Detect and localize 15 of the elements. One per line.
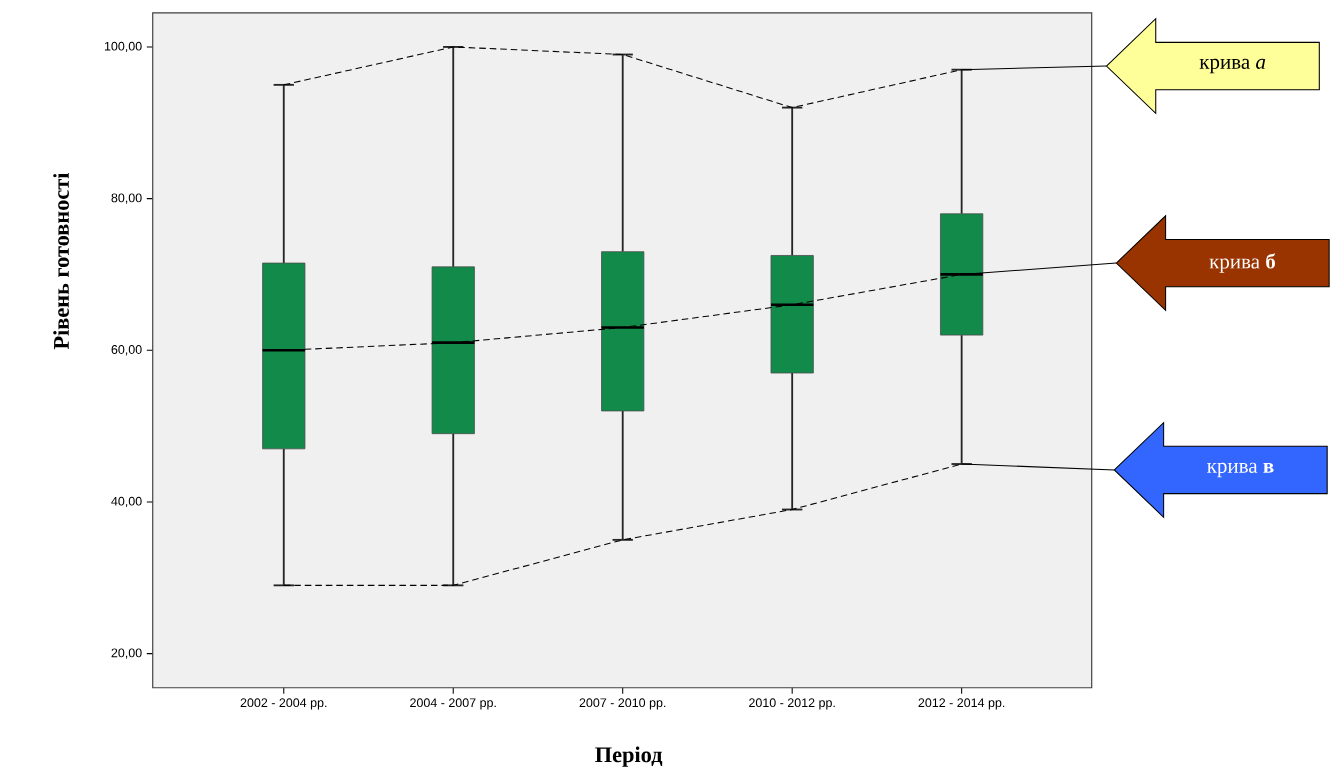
y-tick-label: 20,00 [111,648,142,659]
y-tick-label: 40,00 [111,496,142,507]
x-tick-label: 2010 - 2012 рр. [749,698,835,710]
x-tick-label: 2004 - 2007 рр. [410,698,496,710]
x-tick-label: 2002 - 2004 рр. [240,698,327,710]
x-tick-label: 2012 - 2014 рр. [918,698,1005,710]
x-axis-title: Період [595,746,663,767]
y-axis-title: Рівень готовності [53,172,69,349]
y-tick-label: 80,00 [111,193,142,204]
y-tick-label: 100,00 [104,41,142,52]
x-tick-label: 2007 - 2010 рр. [579,698,666,710]
text: крива а [1199,58,1266,73]
text: крива в [1207,462,1274,477]
y-tick-label: 60,00 [111,344,142,356]
text: крива б [1209,253,1276,273]
